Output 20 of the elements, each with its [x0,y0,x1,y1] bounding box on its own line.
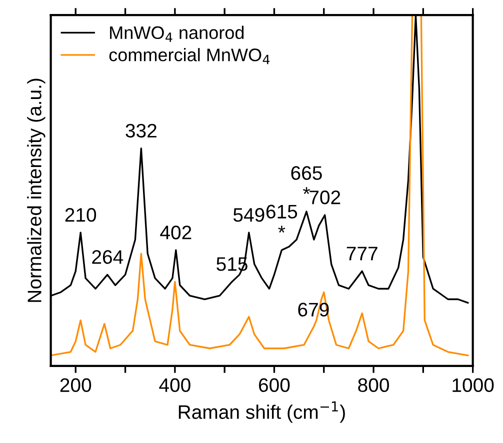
annotation: 665 [291,166,322,180]
annotation: 615 [266,204,298,219]
annotation: 332 [126,124,156,138]
x-tick-label: 200 [60,378,92,392]
x-tick-label: 1000 [452,378,494,392]
annotation: * [303,187,310,194]
annotation: 402 [160,226,192,240]
annotation: 264 [92,250,124,264]
x-tick-label: 600 [258,378,290,392]
annotation: 549 [233,208,264,222]
annotation: 210 [65,208,96,222]
annotation: 777 [346,246,378,260]
x-tick-label: 400 [159,378,190,392]
x-tick-label: 800 [358,378,389,392]
annotation: 702 [310,190,340,204]
y-axis-title: Normalized intensity (a.u.) [27,78,46,302]
x-axis-title: Raman shift (cm$^{−1}$) [178,401,345,423]
annotation: * [278,226,286,233]
legend-label: commercial MnWO$_{4}$ [109,48,270,64]
legend-label: MnWO$_{4}$ nanorod [110,26,244,42]
